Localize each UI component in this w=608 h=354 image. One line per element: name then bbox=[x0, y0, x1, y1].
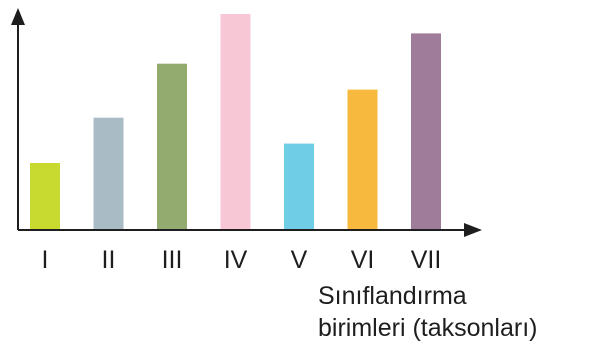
bar-I bbox=[30, 163, 60, 230]
x-axis-arrow-icon bbox=[464, 223, 482, 237]
x-tick-label-III: III bbox=[162, 246, 183, 274]
bar-VI bbox=[347, 89, 378, 230]
x-tick-label-II: II bbox=[102, 246, 116, 274]
bar-II bbox=[93, 117, 124, 230]
x-axis-title-line-2: birimleri (taksonları) bbox=[318, 314, 537, 342]
x-tick-label-IV: IV bbox=[224, 246, 248, 274]
x-axis-title-line-1: Sınıflandırma bbox=[318, 282, 467, 310]
x-tick-label-I: I bbox=[42, 246, 49, 274]
bar-VII bbox=[411, 33, 441, 231]
x-tick-label-VI: VI bbox=[351, 246, 375, 274]
bar-IV bbox=[220, 14, 251, 230]
bar-V bbox=[284, 143, 314, 230]
bars-layer bbox=[30, 14, 441, 231]
x-tick-label-VII: VII bbox=[411, 246, 442, 274]
y-axis-arrow-icon bbox=[11, 8, 25, 25]
x-tick-label-V: V bbox=[291, 246, 308, 274]
bar-III bbox=[157, 63, 187, 231]
tick-labels: I II III IV V VI VII bbox=[42, 246, 442, 274]
